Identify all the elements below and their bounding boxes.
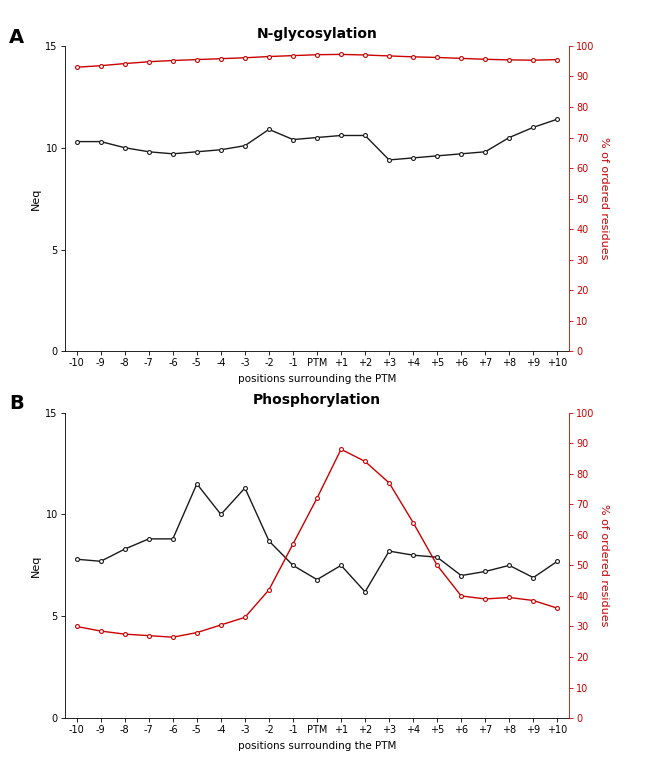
Y-axis label: % of ordered residues: % of ordered residues <box>598 504 609 626</box>
Title: Phosphorylation: Phosphorylation <box>253 393 381 407</box>
Title: N-glycosylation: N-glycosylation <box>257 27 377 40</box>
Text: A: A <box>9 28 25 47</box>
Y-axis label: Neq: Neq <box>31 554 41 577</box>
X-axis label: positions surrounding the PTM: positions surrounding the PTM <box>238 374 396 384</box>
Y-axis label: Neq: Neq <box>31 187 41 210</box>
Y-axis label: % of ordered residues: % of ordered residues <box>598 138 609 260</box>
X-axis label: positions surrounding the PTM: positions surrounding the PTM <box>238 740 396 751</box>
Text: B: B <box>9 394 24 413</box>
